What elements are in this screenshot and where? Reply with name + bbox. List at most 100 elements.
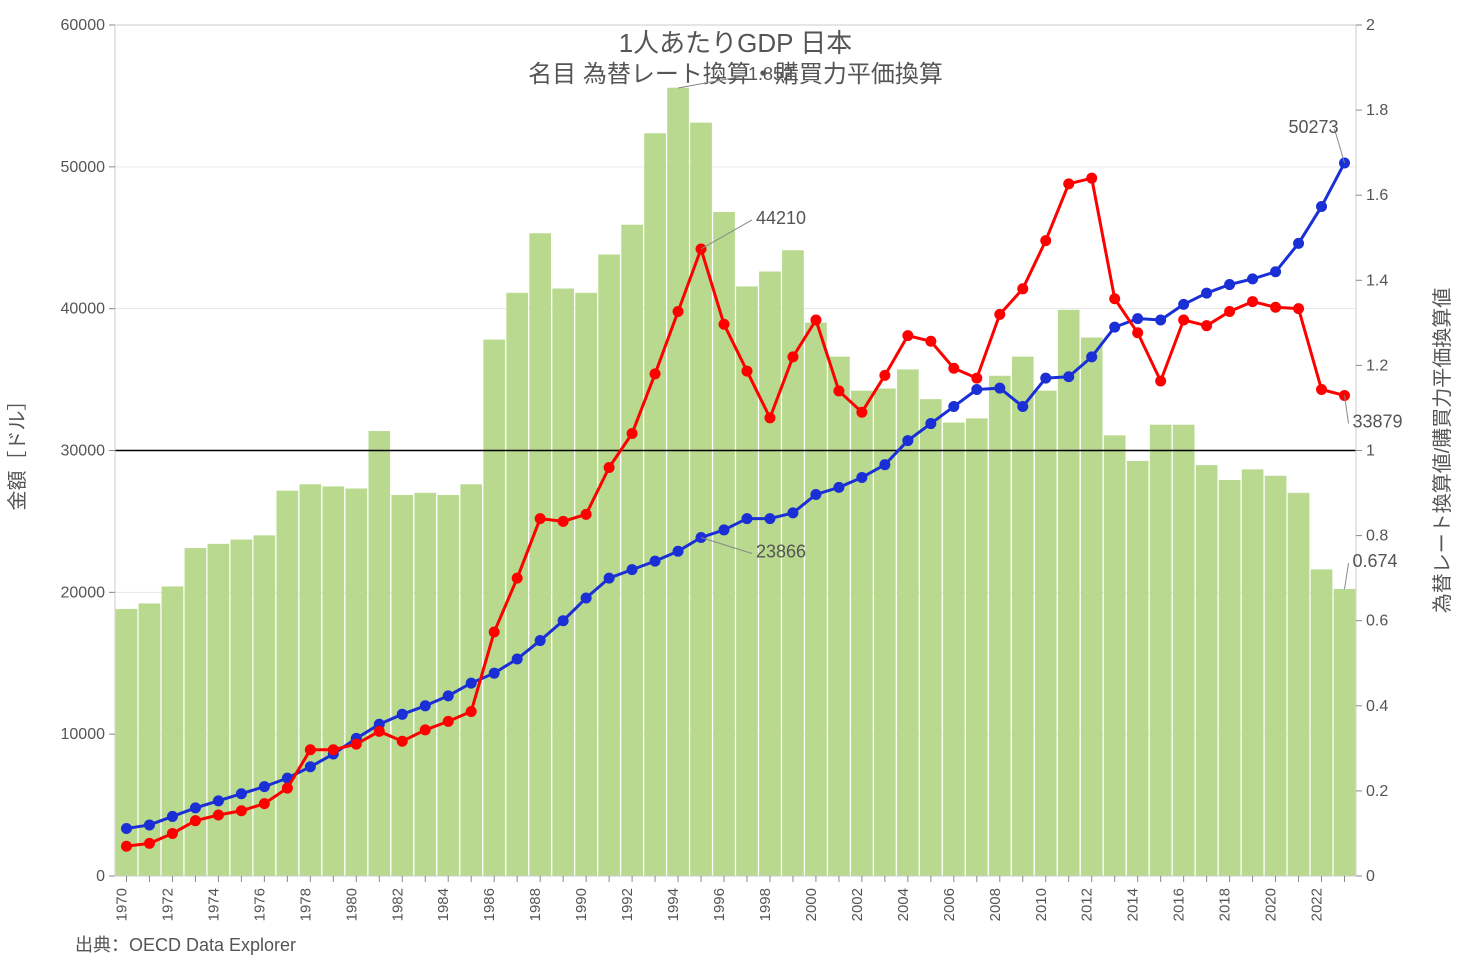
line-series-exchange-marker bbox=[1133, 328, 1143, 338]
ratio-bar bbox=[369, 431, 390, 876]
line-series-exchange-marker bbox=[719, 319, 729, 329]
x-axis-tick-label: 1996 bbox=[711, 888, 728, 921]
ratio-bar bbox=[139, 604, 160, 876]
ratio-bar bbox=[1035, 391, 1056, 876]
ratio-bar bbox=[208, 544, 229, 876]
x-axis-tick-label: 1980 bbox=[343, 888, 360, 921]
line-series-exchange-marker bbox=[259, 799, 269, 809]
line-series-ppp-marker bbox=[1041, 373, 1051, 383]
line-series-ppp-marker bbox=[1294, 238, 1304, 248]
line-series-ppp-marker bbox=[581, 593, 591, 603]
line-series-exchange-marker bbox=[1156, 376, 1166, 386]
line-series-ppp-marker bbox=[995, 383, 1005, 393]
ratio-bar bbox=[185, 548, 206, 876]
line-series-exchange-marker bbox=[1317, 385, 1327, 395]
line-series-exchange-marker bbox=[1110, 294, 1120, 304]
ratio-bar bbox=[553, 289, 574, 876]
x-axis-tick-label: 1988 bbox=[527, 888, 544, 921]
line-series-exchange-marker bbox=[742, 366, 752, 376]
right-axis-tick-label: 0.6 bbox=[1366, 613, 1388, 630]
line-series-ppp-marker bbox=[190, 803, 200, 813]
line-series-exchange-marker bbox=[374, 726, 384, 736]
chart-title-line1: 1人あたりGDP 日本 bbox=[619, 28, 853, 58]
line-series-exchange-marker bbox=[466, 706, 476, 716]
line-series-exchange-marker bbox=[926, 336, 936, 346]
ratio-bar bbox=[805, 323, 826, 876]
line-series-exchange-marker bbox=[121, 841, 131, 851]
right-axis-tick-label: 0.4 bbox=[1366, 698, 1388, 715]
line-series-ppp-marker bbox=[1248, 274, 1258, 284]
line-series-exchange-marker bbox=[328, 745, 338, 755]
line-series-exchange-marker bbox=[627, 428, 637, 438]
line-series-ppp-marker bbox=[443, 691, 453, 701]
ratio-bar bbox=[1219, 480, 1240, 876]
line-series-exchange-marker bbox=[489, 627, 499, 637]
line-series-ppp-marker bbox=[1317, 202, 1327, 212]
ratio-bar bbox=[576, 293, 597, 876]
ratio-bar bbox=[116, 609, 137, 876]
line-series-exchange-marker bbox=[420, 725, 430, 735]
line-series-ppp-marker bbox=[742, 514, 752, 524]
ratio-bar bbox=[254, 536, 275, 876]
line-series-ppp-marker bbox=[604, 573, 614, 583]
line-series-ppp-marker bbox=[144, 820, 154, 830]
annotation-red-last: 33879 bbox=[1353, 411, 1403, 431]
line-series-exchange-marker bbox=[397, 736, 407, 746]
line-series-ppp-marker bbox=[926, 419, 936, 429]
line-series-ppp-marker bbox=[121, 823, 131, 833]
right-axis-tick-label: 1.8 bbox=[1366, 102, 1388, 119]
line-series-exchange-marker bbox=[351, 739, 361, 749]
right-axis-tick-label: 1.4 bbox=[1366, 272, 1388, 289]
line-series-exchange-marker bbox=[1041, 236, 1051, 246]
chart-container: 010000200003000040000500006000000.20.40.… bbox=[0, 0, 1471, 961]
x-axis-tick-label: 2014 bbox=[1125, 888, 1142, 921]
ratio-bar bbox=[1150, 425, 1171, 876]
ratio-bar bbox=[484, 340, 505, 876]
line-series-ppp-marker bbox=[834, 482, 844, 492]
line-series-exchange-marker bbox=[512, 573, 522, 583]
ratio-bar bbox=[392, 495, 413, 876]
annotation-bar-last: 0.674 bbox=[1353, 551, 1398, 571]
x-axis-tick-label: 2010 bbox=[1033, 888, 1050, 921]
line-series-ppp-marker bbox=[305, 762, 315, 772]
line-series-exchange-marker bbox=[834, 386, 844, 396]
line-series-ppp-marker bbox=[1064, 372, 1074, 382]
right-axis-tick-label: 1.2 bbox=[1366, 357, 1388, 374]
right-axis-tick-label: 0.2 bbox=[1366, 783, 1388, 800]
line-series-exchange-marker bbox=[1225, 307, 1235, 317]
ratio-bar bbox=[277, 491, 298, 876]
line-series-ppp-marker bbox=[650, 556, 660, 566]
left-axis-title: 金額［ドル］ bbox=[6, 391, 29, 511]
ratio-bar bbox=[713, 212, 734, 876]
line-series-ppp-marker bbox=[765, 514, 775, 524]
line-series-ppp-marker bbox=[259, 782, 269, 792]
line-series-exchange-marker bbox=[213, 810, 223, 820]
right-axis-title: 為替レート換算値/購買力平価換算値 bbox=[1431, 288, 1454, 614]
left-axis-tick-label: 10000 bbox=[61, 726, 106, 743]
right-axis-tick-label: 1.6 bbox=[1366, 187, 1388, 204]
line-series-exchange-marker bbox=[144, 838, 154, 848]
left-axis-tick-label: 50000 bbox=[61, 159, 106, 176]
line-series-exchange-marker bbox=[305, 745, 315, 755]
ratio-bar bbox=[1288, 493, 1309, 876]
ratio-bar bbox=[530, 233, 551, 876]
line-series-ppp-marker bbox=[1018, 402, 1028, 412]
x-axis-tick-label: 1992 bbox=[619, 888, 636, 921]
ratio-bar bbox=[415, 493, 436, 876]
annotation-bar-peak: 1.852 bbox=[748, 64, 793, 84]
x-axis-tick-label: 2012 bbox=[1079, 888, 1096, 921]
line-series-exchange-marker bbox=[949, 363, 959, 373]
ratio-bar bbox=[1311, 570, 1332, 876]
line-series-ppp-marker bbox=[719, 525, 729, 535]
x-axis-tick-label: 2020 bbox=[1263, 888, 1280, 921]
ratio-bar bbox=[667, 88, 688, 876]
line-series-ppp-marker bbox=[397, 709, 407, 719]
ratio-bar bbox=[966, 419, 987, 876]
x-axis-tick-label: 1986 bbox=[481, 888, 498, 921]
ratio-bar bbox=[1081, 338, 1102, 876]
line-series-exchange-marker bbox=[1018, 284, 1028, 294]
x-axis-tick-label: 2022 bbox=[1309, 888, 1326, 921]
ratio-bar bbox=[644, 134, 665, 876]
line-series-ppp-marker bbox=[213, 796, 223, 806]
x-axis-tick-label: 1990 bbox=[573, 888, 590, 921]
